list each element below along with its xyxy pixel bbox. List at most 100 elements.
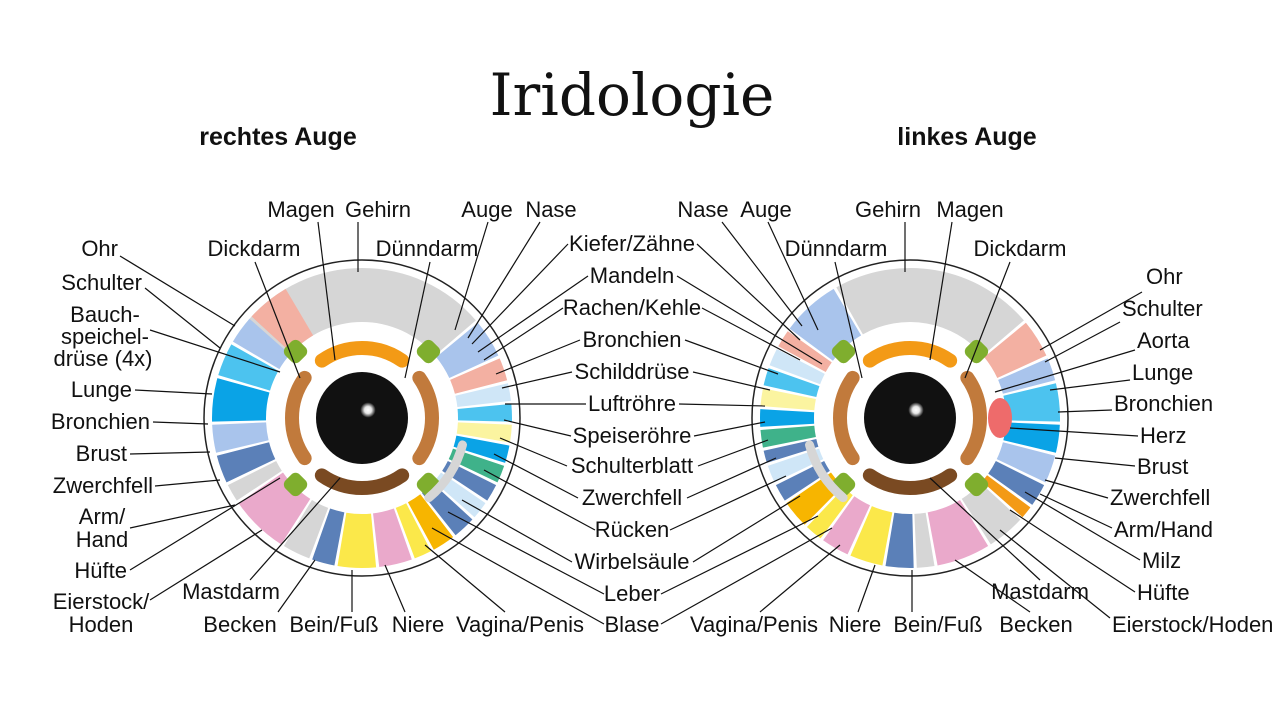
label-milz-left: Milz [1142, 548, 1181, 573]
label-eierstock-line1: Eierstock/ [53, 589, 150, 614]
right-eye-marker [283, 339, 308, 364]
label-bronchien-center: Bronchien [582, 327, 681, 352]
right-eye-iris [203, 259, 521, 577]
right-eye-heading: rechtes Auge [199, 123, 357, 151]
leader-armhand-left [1039, 493, 1113, 529]
right-eye-spine-band [424, 440, 467, 503]
leader-becken-left [954, 559, 1031, 613]
left-eye-marker [831, 339, 856, 364]
right-eye-organ-arc [314, 468, 410, 495]
leader-lunge-right [134, 389, 213, 395]
left-eye-zone-segment [769, 348, 825, 385]
label-zwerchfell-right: Zwerchfell [53, 473, 153, 498]
label-dickdarm-left: Dickdarm [974, 236, 1067, 261]
leader-brust-left [1054, 457, 1136, 467]
label-arm-line2: Hand [76, 527, 129, 552]
label-herz-left: Herz [1140, 423, 1186, 448]
left-eye-spine-band [805, 440, 848, 503]
label-blase: Blase [604, 612, 659, 637]
label-nase-left: Nase [677, 197, 728, 222]
right-eye-zone-segment [456, 422, 512, 443]
label-luftroehre: Luftröhre [588, 391, 676, 416]
right-eye-zone-segment [251, 288, 314, 354]
leader-magen-left [929, 221, 953, 361]
label-eierstock-left: Eierstock/Hoden [1112, 612, 1273, 637]
leader-auge-right [454, 221, 489, 331]
leader-brust-right [129, 451, 211, 455]
label-rachen: Rachen/Kehle [563, 295, 701, 320]
label-kiefer: Kiefer/Zähne [569, 231, 695, 256]
leader-bronchien-c-r [495, 339, 581, 375]
leader-herz-left [1009, 427, 1139, 437]
label-gehirn-left: Gehirn [855, 197, 921, 222]
label-lunge-right: Lunge [71, 377, 132, 402]
leader-nase-right [467, 221, 541, 339]
label-beinfuss-right: Bein/Fuß [289, 612, 378, 637]
label-dickdarm-right: Dickdarm [208, 236, 301, 261]
right-eye-marker [416, 339, 441, 364]
leader-blase-l [660, 527, 833, 625]
label-duenndarm-left: Dünndarm [785, 236, 888, 261]
leader-ruecken-l [669, 475, 787, 531]
label-zwerchfell-left: Zwerchfell [1110, 485, 1210, 510]
label-bauch-line3: drüse (4x) [53, 346, 152, 371]
right-eye-zone-segment [455, 383, 512, 407]
leader-auge-left [767, 221, 819, 331]
right-eye-labels: Magen Gehirn Auge Nase Dickdarm Dünndarm… [51, 197, 584, 637]
center-labels: Kiefer/Zähne Mandeln Rachen/Kehle Bronch… [563, 231, 701, 637]
label-brust-right: Brust [76, 441, 127, 466]
left-eye-zone-segment [914, 512, 935, 568]
left-eye-zone-segment [760, 388, 816, 411]
left-eye-zone-segment [850, 506, 893, 566]
label-schulterblatt: Schulterblatt [571, 453, 693, 478]
label-auge-left: Auge [740, 197, 791, 222]
right-eye-zone-segment [395, 503, 432, 559]
leader-duenndarm-right [404, 261, 431, 379]
label-becken-left: Becken [999, 612, 1072, 637]
label-magen-left: Magen [936, 197, 1003, 222]
leader-huefte-left [1009, 509, 1136, 593]
leader-mandeln-l [676, 275, 823, 365]
leader-rachen-r [483, 307, 564, 361]
label-armhand-left: Arm/Hand [1114, 517, 1213, 542]
right-eye-organ-arc [314, 341, 410, 368]
label-ohr-left: Ohr [1146, 264, 1183, 289]
label-bauch-line1: Bauch- [70, 302, 140, 327]
left-eye-zone-segment [760, 425, 816, 448]
left-eye-zone-segment [927, 499, 989, 566]
leader-bronchien-c-l [684, 339, 779, 375]
leader-vagina-right [424, 544, 506, 613]
label-huefte-left: Hüfte [1137, 580, 1190, 605]
leader-dickdarm-left [964, 261, 1011, 379]
leader-eierstock-left [999, 529, 1111, 619]
left-eye-zone-segment [998, 358, 1056, 394]
label-auge-right: Auge [461, 197, 512, 222]
label-schulter-right: Schulter [61, 270, 142, 295]
right-eye-zone-segment [407, 494, 454, 550]
leader-speiseroehre-r [503, 419, 572, 437]
label-zwerchfell-center: Zwerchfell [582, 485, 682, 510]
leader-milz-left [1024, 491, 1141, 561]
leader-zwerchfell-c-r [493, 453, 579, 499]
left-eye-zone-segment [984, 322, 1047, 379]
leader-vagina-left [759, 544, 841, 613]
right-eye-zone-segment [457, 403, 512, 422]
right-eye-zone-segment [436, 322, 499, 379]
label-schulter-left: Schulter [1122, 296, 1203, 321]
leader-dickdarm-right [254, 261, 301, 379]
leader-duenndarm-left [834, 261, 863, 379]
leader-arm-right [129, 504, 236, 529]
right-eye-organ-arcs [283, 339, 467, 503]
left-eye-organ-arc [862, 341, 958, 368]
label-speiseroehre: Speiseröhre [573, 423, 692, 448]
label-bronchien-left: Bronchien [1114, 391, 1213, 416]
label-brust-left: Brust [1137, 454, 1188, 479]
leader-aorta-left [994, 349, 1136, 393]
left-eye-zone-segment [823, 496, 871, 555]
left-eye-zone-segment [1003, 383, 1060, 422]
leader-wirbelsaeule-r [461, 499, 573, 563]
right-eye-marker [283, 472, 308, 497]
label-schilddruese: Schilddrüse [575, 359, 690, 384]
